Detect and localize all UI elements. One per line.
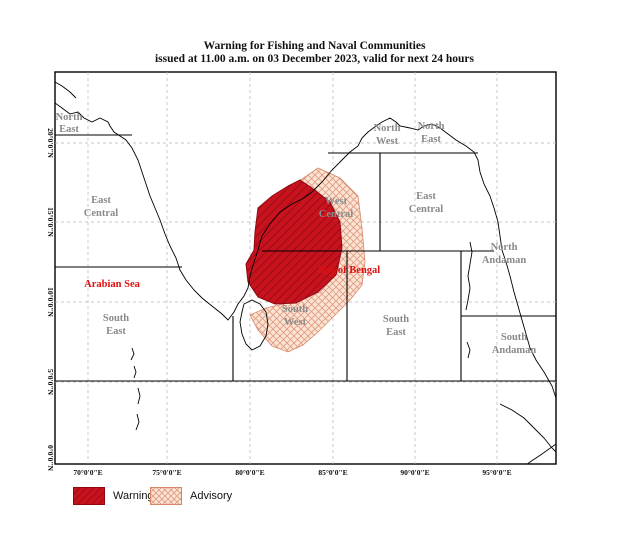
- region-north-east-bay-line2: East: [421, 134, 441, 145]
- region-north-west-bay-line1: North: [374, 123, 401, 134]
- legend-warning-label: Warning: [113, 490, 154, 502]
- legend-advisory-label: Advisory: [190, 490, 233, 502]
- y-tick-label: 10°0'0"N: [46, 287, 55, 317]
- region-south-east-arabian-line1: South: [103, 313, 129, 324]
- x-tick-label: 80°0'0"E: [235, 468, 264, 477]
- region-east-central-bay-line1: East: [416, 191, 436, 202]
- region-south-andaman-line2: Andaman: [492, 345, 537, 356]
- y-tick-label: 0°0'0"N: [46, 445, 55, 471]
- region-east-central-bay-line2: Central: [409, 204, 443, 215]
- legend-advisory: Advisory: [150, 486, 232, 506]
- coastline: [55, 81, 556, 464]
- bay-of-bengal-label: Bay of Bengal: [318, 265, 381, 276]
- x-tick-label: 90°0'0"E: [400, 468, 429, 477]
- legend-warning: Warning: [73, 486, 154, 506]
- region-north-andaman-line2: Andaman: [482, 255, 527, 266]
- region-south-andaman-line1: South: [501, 332, 527, 343]
- x-tick-label: 85°0'0"E: [318, 468, 347, 477]
- graticule: [55, 72, 556, 464]
- y-tick-label: 20°0'0"N: [46, 128, 55, 158]
- region-east-central-arabian-line1: East: [91, 195, 111, 206]
- region-north-andaman-line1: North: [491, 242, 518, 253]
- map-subtitle: issued at 11.00 a.m. on 03 December 2023…: [154, 53, 475, 65]
- sea-area-boundaries: [55, 134, 556, 382]
- region-west-central-bay-line2: Central: [319, 209, 353, 220]
- x-tick-label: 70°0'0"E: [73, 468, 102, 477]
- region-north-west-bay-line2: West: [376, 136, 399, 147]
- region-west-central-bay-line1: West: [325, 196, 348, 207]
- region-north-east-bay-line1: North: [418, 121, 445, 132]
- map-title: Warning for Fishing and Naval Communitie…: [203, 40, 426, 52]
- y-tick-label: 5°0'0"N: [46, 369, 55, 395]
- arabian-sea-label: Arabian Sea: [84, 279, 140, 290]
- region-east-central-arabian-line2: Central: [84, 208, 118, 219]
- region-south-east-bay-line1: South: [383, 314, 409, 325]
- warning-swatch-icon: [73, 487, 105, 505]
- region-south-east-arabian-line2: East: [106, 326, 126, 337]
- x-tick-label: 95°0'0"E: [482, 468, 511, 477]
- warning-area: [245, 179, 343, 305]
- advisory-swatch-icon: [150, 487, 182, 505]
- region-south-west-bay-line2: West: [284, 317, 307, 328]
- region-north-east-arabian-line2: East: [59, 124, 79, 135]
- region-south-east-bay-line2: East: [386, 327, 406, 338]
- region-north-east-arabian-line1: North: [56, 112, 83, 123]
- region-south-west-bay-line1: South: [282, 304, 308, 315]
- x-tick-label: 75°0'0"E: [152, 468, 181, 477]
- y-tick-label: 15°0'0"N: [46, 207, 55, 237]
